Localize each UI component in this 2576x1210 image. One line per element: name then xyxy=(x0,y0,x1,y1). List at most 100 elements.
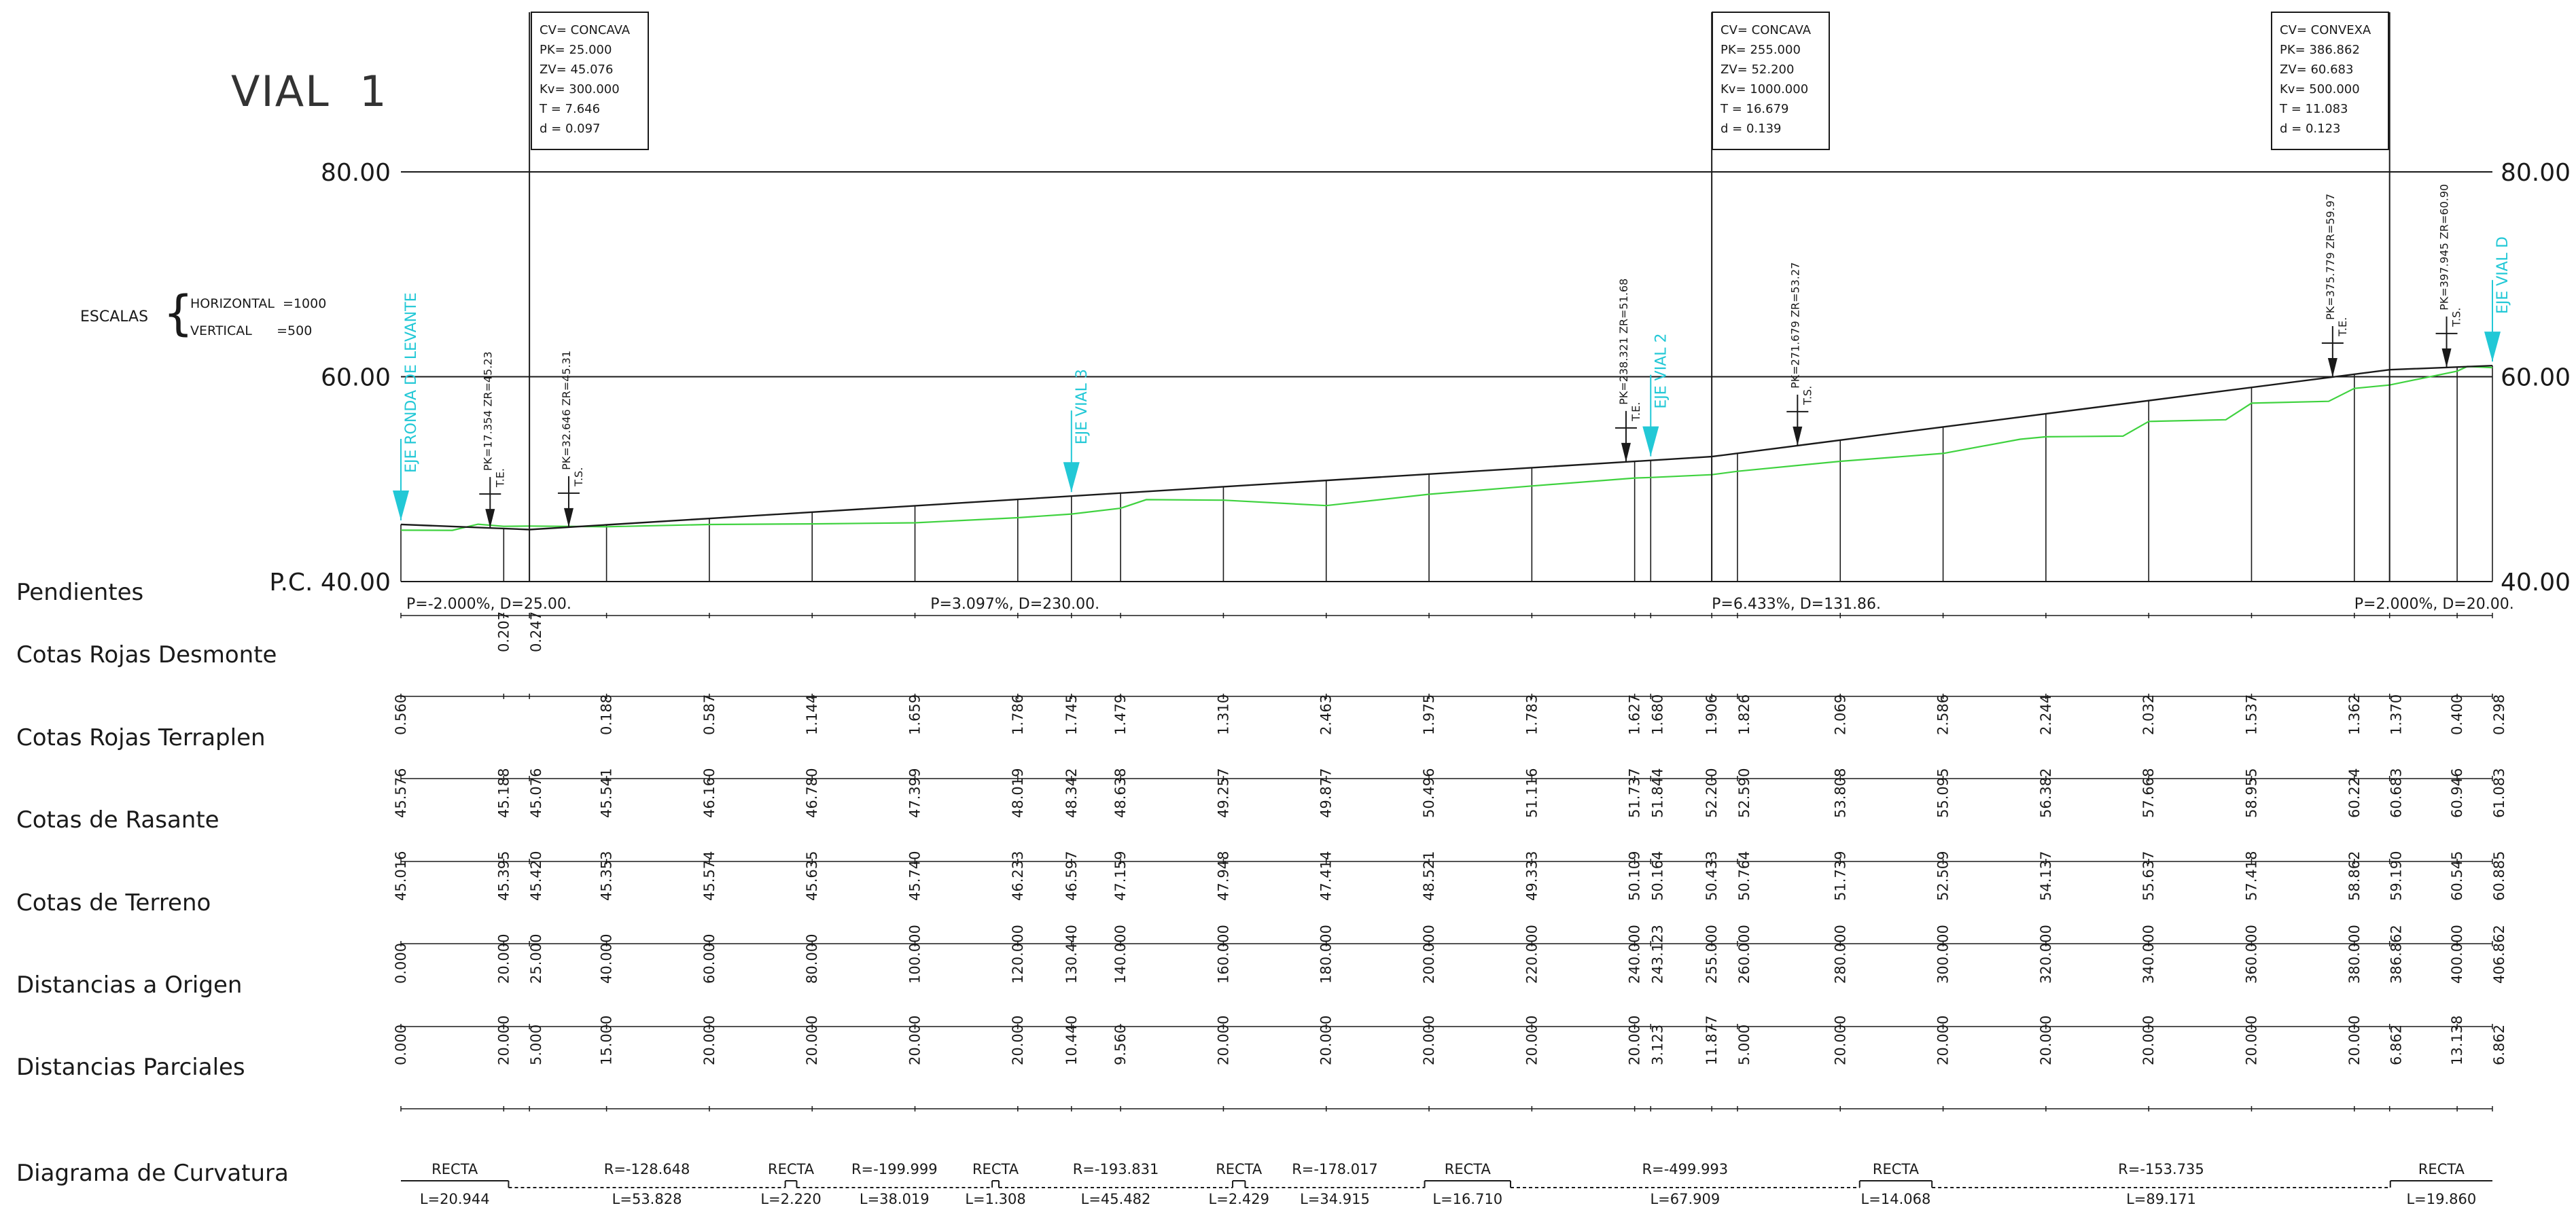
axis-references: EJE RONDA DE LEVANTE EJE VIAL 3 EJE VIAL 2… xyxy=(393,236,2511,520)
marker-sub-label: T.E. xyxy=(493,468,506,488)
station-value-origen: 243.123 xyxy=(1649,925,1665,984)
station-value-parcial: 0.000 xyxy=(393,1025,409,1065)
station-value-parcial: 20.000 xyxy=(2038,1016,2054,1065)
curvature-top-label: RECTA xyxy=(768,1161,815,1177)
axis-ref-arrow-icon xyxy=(393,490,409,520)
station-value-terraplen: 1.370 xyxy=(2388,694,2405,735)
station-value-parcial: 20.000 xyxy=(2243,1016,2259,1065)
station-value-parcial: 20.000 xyxy=(1421,1016,1437,1065)
marker-arrow-icon xyxy=(2327,357,2337,377)
station-value-terreno: 48.521 xyxy=(1421,851,1437,901)
marker-label: PK=397.945 ZR=60.90 xyxy=(2438,184,2451,310)
station-value-terraplen: 1.362 xyxy=(2346,694,2363,735)
marker-arrow-icon xyxy=(1621,442,1631,462)
station-value-parcial: 5.000 xyxy=(1736,1025,1752,1065)
row-label-pendientes: Pendientes xyxy=(16,579,143,606)
station-value-parcial: 6.862 xyxy=(2388,1025,2405,1065)
vertical-curve-line: PK= 255.000 xyxy=(1721,43,1801,57)
station-value-parcial: 20.000 xyxy=(1318,1016,1335,1065)
row-label-desmonte: Cotas Rojas Desmonte xyxy=(16,641,277,669)
station-value-terraplen: 1.479 xyxy=(1112,694,1129,735)
station-value-desmonte: 0.247 xyxy=(528,611,544,652)
station-value-terraplen: 1.680 xyxy=(1649,694,1665,735)
station-value-terreno: 49.333 xyxy=(1523,851,1540,901)
station-value-rasante: 48.342 xyxy=(1063,768,1080,818)
curvature-bottom-label: L=14.068 xyxy=(1861,1191,1931,1207)
station-value-origen: 400.000 xyxy=(2449,925,2465,984)
station-value-terraplen: 2.032 xyxy=(2140,694,2157,735)
axis-ref-label: EJE RONDA DE LEVANTE xyxy=(403,293,420,473)
station-value-terraplen: 2.069 xyxy=(1832,694,1848,735)
marker-arrow-icon xyxy=(2441,348,2452,368)
marker-sub-label: T.S. xyxy=(572,467,585,487)
station-value-terraplen: 1.659 xyxy=(907,694,923,735)
scale-horizontal: HORIZONTAL =1000 xyxy=(190,296,327,311)
vertical-curve-box xyxy=(1712,12,1830,150)
station-value-terreno: 55.637 xyxy=(2140,851,2157,901)
elevation-label-left: 60.00 xyxy=(321,364,391,392)
marker-sub-label: T.E. xyxy=(2336,317,2349,337)
curvature-bottom-label: L=53.828 xyxy=(612,1191,682,1207)
vertical-curve-line: CV= CONCAVA xyxy=(540,23,631,37)
curvature-top-label: R=-193.831 xyxy=(1073,1161,1159,1177)
curvature-bottom-label: L=89.171 xyxy=(2126,1191,2196,1207)
station-value-terreno: 60.545 xyxy=(2449,851,2465,901)
station-value-parcial: 3.123 xyxy=(1649,1025,1665,1065)
station-value-terreno: 47.414 xyxy=(1318,851,1335,901)
station-value-terraplen: 1.627 xyxy=(1627,694,1643,735)
curvature-bottom-label: L=45.482 xyxy=(1081,1191,1151,1207)
station-value-origen: 200.000 xyxy=(1421,925,1437,984)
station-value-rasante: 47.399 xyxy=(907,768,923,818)
station-value-origen: 180.000 xyxy=(1318,925,1335,984)
station-value-rasante: 58.955 xyxy=(2243,768,2259,818)
station-value-rasante: 46.160 xyxy=(701,768,718,818)
station-value-origen: 320.000 xyxy=(2038,925,2054,984)
station-value-terreno: 46.233 xyxy=(1010,851,1026,901)
station-value-terraplen: 0.188 xyxy=(599,694,615,735)
station-value-terreno: 46.597 xyxy=(1063,851,1080,901)
grade-line xyxy=(400,365,2493,531)
curvature-top-label: RECTA xyxy=(1445,1161,1492,1177)
station-value-terraplen: 1.826 xyxy=(1736,694,1752,735)
station-value-rasante: 51.844 xyxy=(1649,768,1665,818)
station-value-terreno: 47.159 xyxy=(1112,851,1129,901)
row-label-origen: Distancias a Origen xyxy=(16,972,242,999)
station-value-parcial: 11.877 xyxy=(1704,1016,1720,1065)
station-value-terraplen: 0.298 xyxy=(2491,694,2507,735)
vertical-curve-line: d = 0.097 xyxy=(540,122,600,136)
station-value-parcial: 20.000 xyxy=(495,1016,512,1065)
scales-legend: ESCALAS { HORIZONTAL =1000 VERTICAL =500 xyxy=(80,289,352,348)
station-value-parcial: 20.000 xyxy=(1010,1016,1026,1065)
axis-ref-label: EJE VIAL 3 xyxy=(1074,369,1091,444)
station-value-terraplen: 0.587 xyxy=(701,694,718,735)
row-label-parciales: Distancias Parciales xyxy=(16,1054,245,1081)
station-value-origen: 130.440 xyxy=(1063,925,1080,984)
curvature-top-label: RECTA xyxy=(2418,1161,2465,1177)
station-value-terreno: 45.574 xyxy=(701,851,718,901)
curvature-top-label: R=-178.017 xyxy=(1292,1161,1378,1177)
elevation-labels: 80.00 60.00 P.C. 40.00 80.00 60.00 40.00 xyxy=(269,159,2571,597)
station-value-terraplen: 1.786 xyxy=(1010,694,1026,735)
station-value-origen: 120.000 xyxy=(1010,925,1026,984)
curvature-bottom-label: L=67.909 xyxy=(1650,1191,1720,1207)
axis-ref-arrow-icon xyxy=(1642,426,1659,457)
vertical-curve-line: d = 0.139 xyxy=(1721,122,1781,136)
station-value-rasante: 51.116 xyxy=(1523,768,1540,818)
vertical-curve-line: T = 7.646 xyxy=(539,102,600,116)
curvature-top-label: RECTA xyxy=(972,1161,1019,1177)
curvature-top-label: R=-153.735 xyxy=(2118,1161,2204,1177)
station-value-parcial: 6.862 xyxy=(2491,1025,2507,1065)
row-label-rasante: Cotas de Rasante xyxy=(16,806,219,834)
station-value-origen: 406.862 xyxy=(2491,925,2507,984)
vertical-curve-line: CV= CONVEXA xyxy=(2280,23,2371,37)
station-value-parcial: 20.000 xyxy=(1935,1016,1952,1065)
elevation-label-left: P.C. 40.00 xyxy=(269,569,391,597)
elevation-label-right: 40.00 xyxy=(2501,569,2571,597)
station-value-rasante: 48.638 xyxy=(1112,768,1129,818)
station-value-terreno: 54.137 xyxy=(2038,851,2054,901)
station-value-terreno: 50.433 xyxy=(1704,851,1720,901)
station-value-terreno: 59.190 xyxy=(2388,851,2405,901)
station-value-origen: 220.000 xyxy=(1523,925,1540,984)
station-value-terreno: 50.164 xyxy=(1649,851,1665,901)
